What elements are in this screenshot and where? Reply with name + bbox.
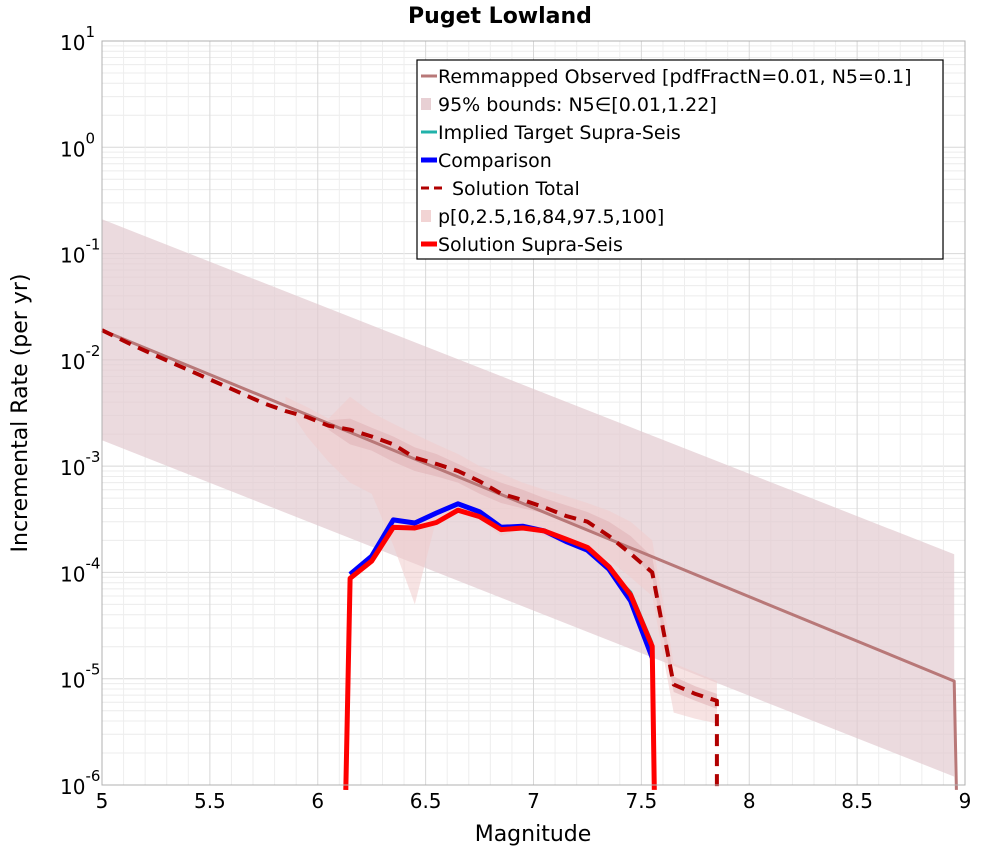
- series-solution-total: [101, 328, 719, 788]
- legend-label: Implied Target Supra-Seis: [438, 122, 681, 144]
- plot-frame: [101, 40, 966, 786]
- x-tick-label: 7.5: [625, 789, 657, 813]
- legend-swatch: [421, 210, 431, 222]
- x-tick-label: 7: [527, 789, 540, 813]
- y-tick-label: 101: [60, 23, 95, 55]
- x-tick-labels: 5 5.5 6 6.5 7 7.5 8 8.5 9: [96, 789, 972, 813]
- y-tick-label: 10-5: [60, 661, 100, 693]
- legend-label: 95% bounds: N5∈[0.01,1.22]: [438, 94, 717, 116]
- y-tick-label: 10-1: [60, 236, 100, 268]
- y-axis-title: Incremental Rate (per yr): [8, 274, 33, 553]
- legend-label: Remmapped Observed [pdfFractN=0.01, N5=0…: [438, 66, 912, 88]
- y-tick-label: 10-2: [60, 342, 100, 374]
- legend-label: p[0,2.5,16,84,97.5,100]: [438, 206, 664, 228]
- y-tick-label: 10-4: [60, 554, 100, 586]
- y-tick-label: 10-3: [60, 448, 100, 480]
- legend-label: Comparison: [438, 150, 552, 172]
- x-tick-label: 6.5: [410, 789, 442, 813]
- x-tick-label: 9: [959, 789, 972, 813]
- series-lines: [101, 328, 958, 790]
- bands: [102, 219, 955, 777]
- legend-box: [416, 59, 944, 260]
- series-solution-supra-seis: [343, 507, 657, 790]
- x-tick-label: 8: [743, 789, 756, 813]
- chart-title: Puget Lowland: [408, 4, 592, 29]
- band-p-0-2-5-16-84-97-5-100-inner: [328, 418, 717, 709]
- legend-swatch: [421, 98, 431, 110]
- x-tick-label: 6: [311, 789, 324, 813]
- x-tick-label: 5: [96, 789, 109, 813]
- y-tick-labels: 101 100 10-1 10-2 10-3 10-4 10-5 10-6: [60, 23, 100, 799]
- legend: Remmapped Observed [pdfFractN=0.01, N5=0…: [416, 59, 944, 260]
- x-tick-label: 5.5: [194, 789, 226, 813]
- band-p-0-2-5-16-84-97-5-100-outer: [285, 396, 717, 724]
- series-remmapped-observed-pdffractn-0-01-n5-0-1: [101, 328, 958, 790]
- legend-label: Solution Total: [452, 178, 580, 200]
- x-tick-label: 8.5: [841, 789, 873, 813]
- y-tick-label: 10-6: [60, 767, 100, 799]
- y-tick-label: 100: [60, 129, 95, 161]
- x-axis-title: Magnitude: [475, 822, 592, 847]
- legend-label: Solution Supra-Seis: [438, 234, 623, 256]
